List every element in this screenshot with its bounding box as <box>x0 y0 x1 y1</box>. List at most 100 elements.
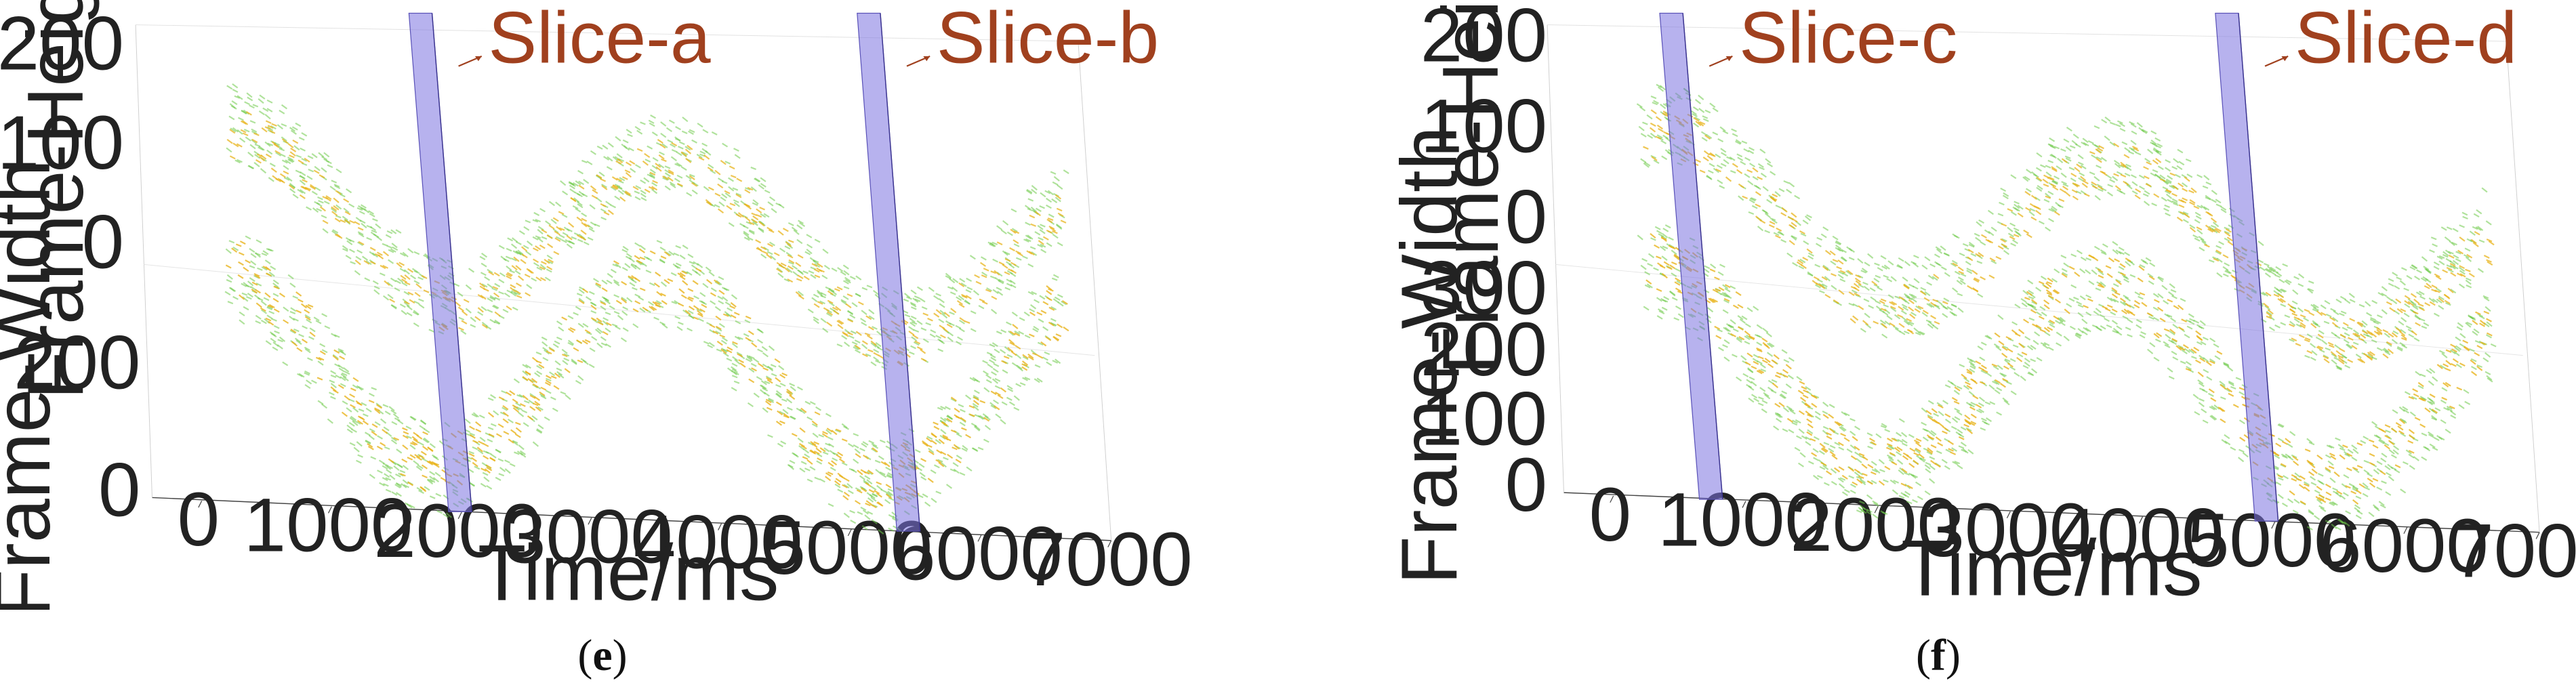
data-point <box>2352 448 2359 455</box>
data-point <box>1753 306 1759 311</box>
data-point <box>1026 188 1033 194</box>
data-point <box>649 250 656 255</box>
data-point <box>2011 239 2019 245</box>
data-point <box>483 476 490 482</box>
data-point <box>247 151 254 158</box>
data-point <box>2455 336 2461 341</box>
data-point <box>1800 232 1807 237</box>
data-point <box>556 320 563 326</box>
data-point <box>339 355 346 360</box>
data-point <box>861 525 868 530</box>
data-point <box>257 297 264 301</box>
data-point <box>2171 295 2178 299</box>
data-point <box>674 136 681 142</box>
data-point <box>2206 376 2213 381</box>
data-point <box>367 446 374 451</box>
data-point <box>2138 127 2145 133</box>
data-point <box>479 255 486 261</box>
data-point <box>2007 232 2014 238</box>
data-point <box>922 312 929 316</box>
data-point <box>395 229 402 234</box>
data-point <box>2270 266 2276 272</box>
data-point <box>2395 327 2402 333</box>
data-point <box>2062 183 2069 187</box>
data-point <box>1921 407 1927 413</box>
data-point <box>664 172 671 178</box>
data-point <box>2228 380 2234 385</box>
data-point <box>1050 318 1057 322</box>
data-point <box>983 370 989 375</box>
data-point <box>1938 411 1944 417</box>
data-point <box>539 264 546 270</box>
data-point <box>1965 427 1972 432</box>
data-point <box>295 169 302 174</box>
data-point <box>775 401 782 406</box>
data-point <box>382 463 389 467</box>
data-point <box>849 314 856 319</box>
data-point <box>487 397 494 401</box>
data-point <box>2317 346 2324 350</box>
data-point <box>938 438 945 444</box>
data-point <box>686 192 693 197</box>
data-point <box>2058 204 2064 209</box>
data-point <box>2266 315 2272 320</box>
data-point <box>1752 175 1759 181</box>
data-point <box>764 400 772 406</box>
data-point <box>1839 477 1846 481</box>
data-point <box>1741 140 1748 144</box>
data-point <box>2377 291 2384 297</box>
data-point <box>788 265 794 270</box>
data-point <box>382 428 388 434</box>
data-point <box>2462 215 2468 220</box>
data-point <box>692 280 699 285</box>
data-point <box>330 207 338 213</box>
data-point <box>1749 199 1755 204</box>
data-point <box>1871 468 1878 473</box>
back-edge-left <box>135 24 152 498</box>
data-point <box>545 220 552 226</box>
data-point <box>2123 275 2129 280</box>
data-point <box>676 174 683 179</box>
data-point <box>2121 141 2128 146</box>
data-point <box>1737 315 1744 320</box>
data-point <box>590 185 597 191</box>
data-point <box>2182 219 2189 224</box>
data-point <box>958 403 964 408</box>
data-point <box>415 283 422 289</box>
data-point <box>2265 268 2272 273</box>
data-point <box>367 442 373 448</box>
data-point <box>783 266 790 273</box>
data-point <box>2433 261 2440 266</box>
data-point <box>484 468 491 474</box>
data-point <box>1962 448 1969 454</box>
data-point <box>1835 240 1842 245</box>
data-point <box>2171 166 2178 170</box>
data-point <box>733 201 740 207</box>
data-point <box>2010 243 2016 247</box>
data-point <box>819 447 826 453</box>
data-point <box>785 241 792 247</box>
data-point <box>1661 306 1668 311</box>
data-point <box>2060 172 2067 178</box>
data-point <box>2025 207 2032 212</box>
data-point <box>501 390 507 394</box>
data-point <box>556 226 563 232</box>
data-point <box>1762 209 1769 215</box>
data-point <box>1658 310 1665 315</box>
data-point <box>2152 148 2159 154</box>
data-point <box>1747 180 1754 186</box>
data-point <box>2000 187 2007 192</box>
data-point <box>2278 477 2284 481</box>
data-point <box>2194 237 2201 242</box>
data-point <box>2074 334 2081 339</box>
data-point <box>340 219 346 224</box>
data-point <box>763 213 770 218</box>
data-point <box>792 265 798 270</box>
data-point <box>1955 431 1962 436</box>
data-point <box>2193 205 2200 209</box>
data-point <box>519 450 526 455</box>
data-point <box>2400 329 2407 334</box>
data-point <box>411 436 418 442</box>
data-point <box>497 423 504 428</box>
data-point <box>399 304 406 308</box>
